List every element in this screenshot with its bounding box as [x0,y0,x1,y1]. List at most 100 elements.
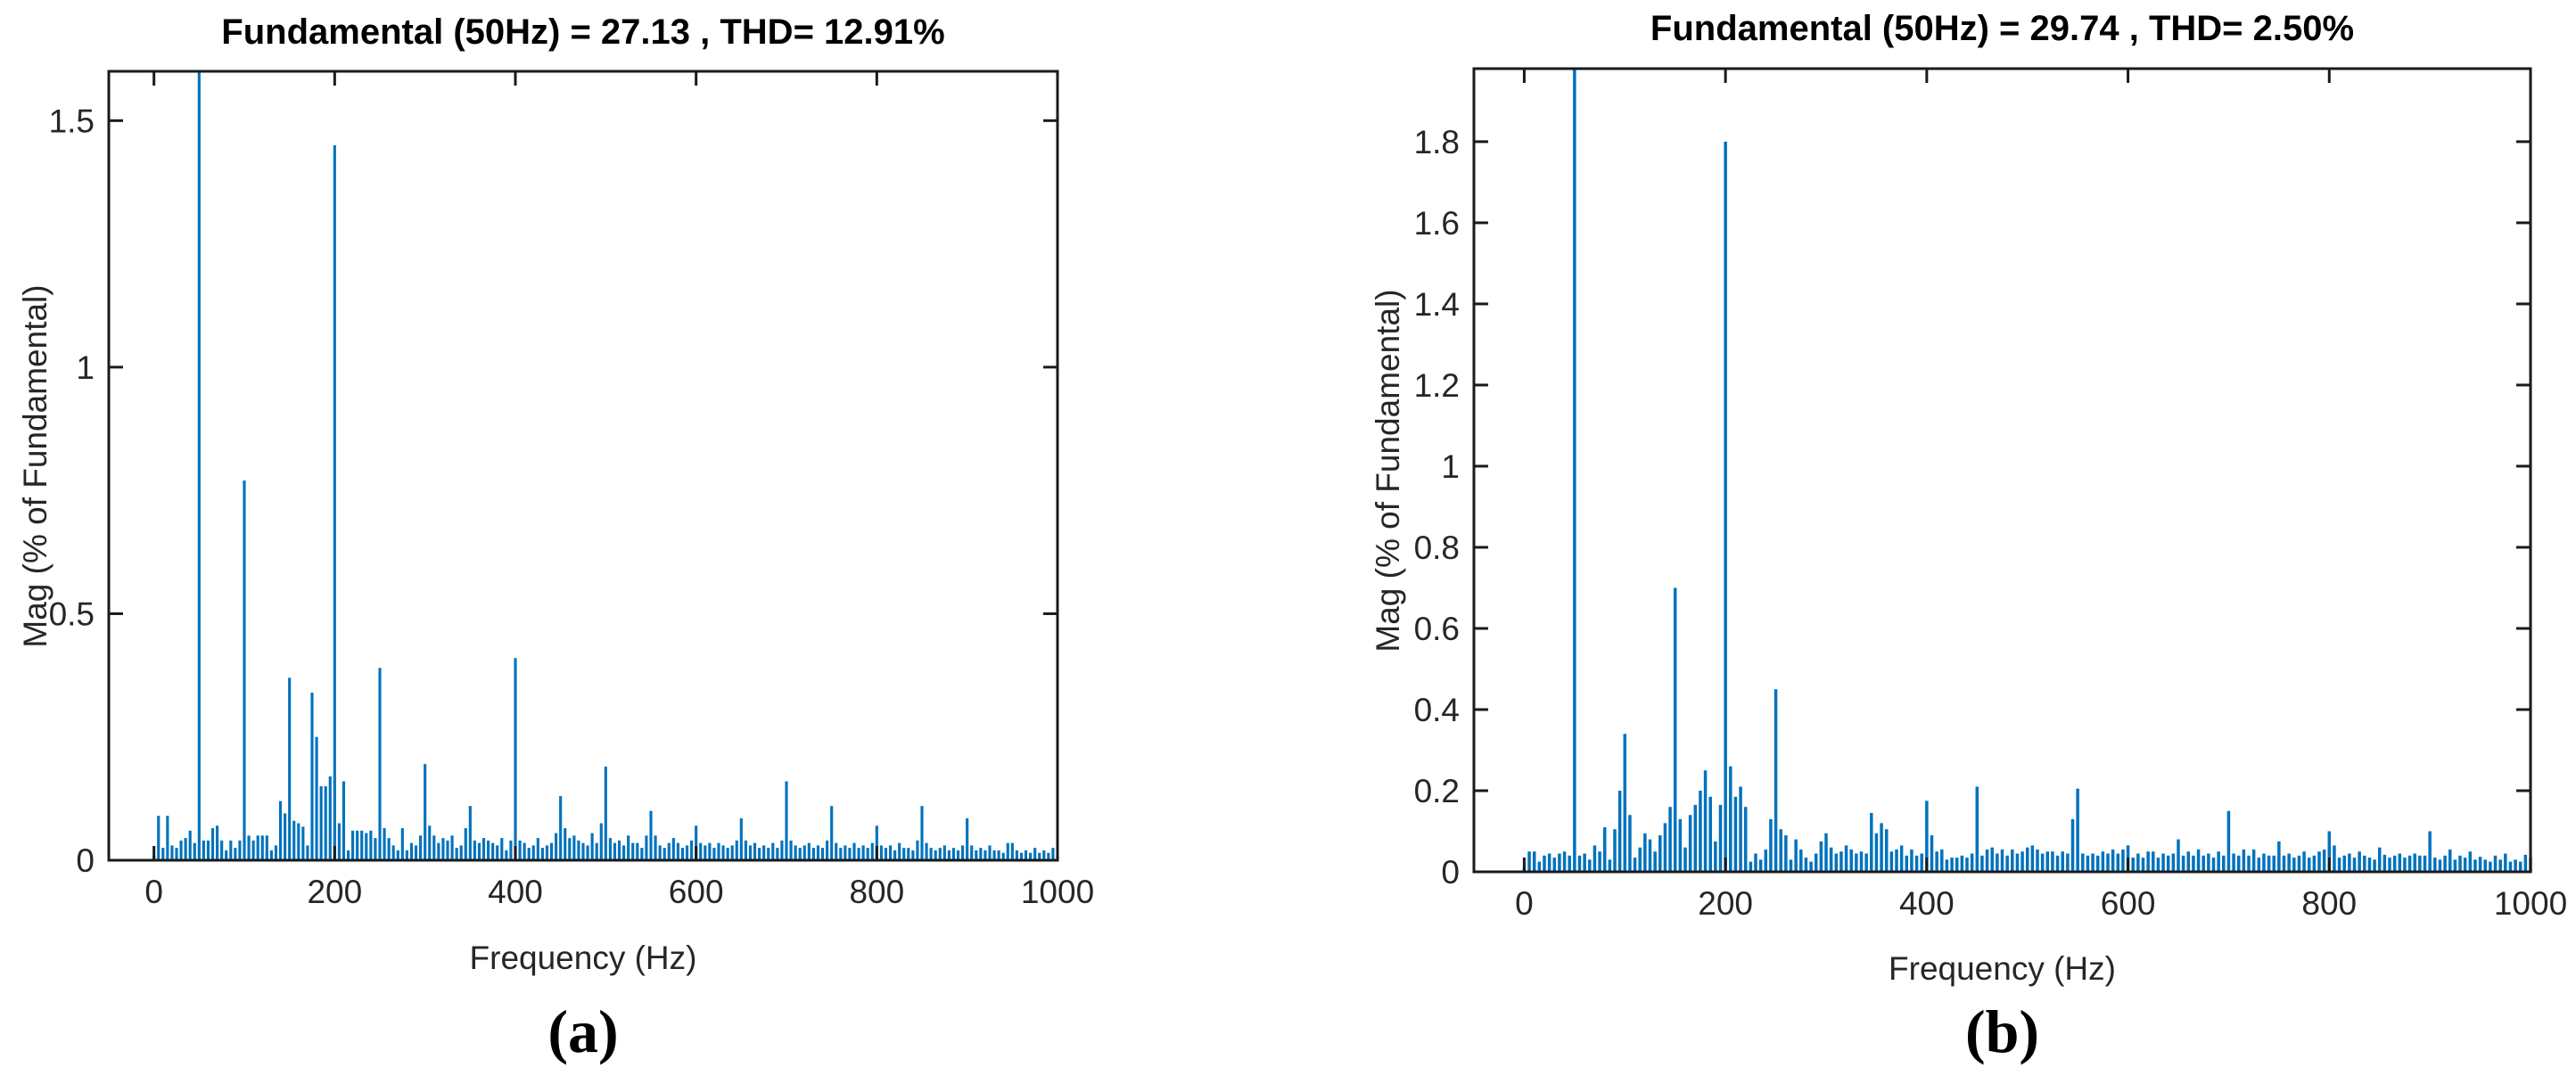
spectrum-bar [1789,859,1793,872]
y-tick-label: 1 [1441,448,1460,485]
spectrum-bar [365,833,368,860]
spectrum-bar [2433,858,2437,872]
spectrum-bar [1568,855,1571,872]
spectrum-bar [1547,853,1551,872]
spectrum-bar [2428,831,2432,872]
spectrum-bar [640,848,644,860]
spectrum-bar [622,845,626,860]
spectrum-bar [514,658,517,860]
spectrum-bar [568,838,572,860]
spectrum-bar [1663,823,1667,872]
spectrum-bar [400,828,404,860]
spectrum-bar [2161,853,2165,872]
x-tick-label: 200 [1698,885,1753,922]
spectrum-bar [2373,859,2376,872]
spectrum-bar [997,850,1000,860]
spectrum-bar [1754,853,1757,872]
spectrum-bar [1724,141,1727,872]
spectrum-bar [1608,859,1612,872]
spectrum-bar [636,842,639,860]
spectrum-bar [1859,851,1864,872]
spectrum-bar [2236,855,2241,872]
spectrum-bar [1658,835,1662,872]
spectrum-bar [979,848,983,860]
spectrum-bar [690,840,694,861]
spectrum-bar [1799,849,1803,872]
spectrum-bar [356,830,359,860]
spectrum-bar [328,776,332,860]
spectrum-bar [2101,851,2105,872]
spectrum-bar [2493,855,2498,872]
spectrum-bar [2514,859,2517,872]
spectrum-bar [898,842,901,860]
spectrum-bar [238,840,242,861]
x-tick-label: 600 [2101,885,2156,922]
spectrum-bar [2247,855,2251,872]
spectrum-bar [2453,859,2457,872]
spectrum-bar [2045,851,2050,872]
subfigure-a: 0 200 400 600 800 1000 0 0.5 1 1.5 Fundamental (5… [17,12,1094,1065]
spectrum-bar [767,848,770,860]
spectrum-bar [1935,851,1938,872]
spectrum-bar [170,845,174,860]
spectrum-bar [2282,855,2286,872]
spectrum-bar [1980,855,1984,872]
spectrum-bar [216,825,219,860]
spectrum-bar [888,845,893,860]
spectrum-bar [1970,853,1974,872]
y-tick-label: 0.8 [1414,530,1460,566]
spectrum-bar [2136,853,2140,872]
spectrum-bar [938,848,942,860]
spectrum-bar [1033,848,1037,860]
spectrum-bar [1638,847,1642,872]
spectrum-bar [2272,855,2276,872]
spectrum-bar [581,842,585,860]
spectrum-bar [1552,858,1557,872]
spectrum-bar [951,848,956,860]
spectrum-bar [564,828,567,860]
spectrum-bar [2352,858,2357,872]
spectrum-bar [654,835,657,860]
spectrum-bar [1537,861,1542,872]
spectrum-bar [2081,853,2085,872]
spectrum-bar [391,845,395,860]
spectrum-bar [1029,852,1033,860]
y-tick-label: 1.8 [1414,124,1460,160]
spectrum-bar [835,842,838,860]
spectrum-bar [1950,858,1954,872]
spectrum-bar [2267,855,2271,872]
spectrum-bar [2518,861,2523,872]
spectrum-bar [2177,839,2180,872]
x-tick-label: 1000 [2494,885,2567,922]
x-tick-label: 1000 [1021,874,1094,910]
spectrum-bar [956,850,960,860]
spectrum-bar [739,817,743,860]
spectrum-bar [1633,858,1637,872]
spectrum-bar [1593,845,1597,872]
spectrum-bar [487,840,490,861]
spectrum-bar [351,830,355,860]
spectrum-bar [785,781,788,860]
y-tick-label: 1.2 [1414,367,1460,404]
spectrum-bar [2377,847,2382,872]
spectrum-bar [523,842,526,860]
spectrum-bar [225,850,228,860]
spectrum-bar [844,845,847,860]
x-tick-label: 400 [488,874,543,910]
spectrum-bar [1588,859,1592,872]
spectrum-bar [2523,854,2528,872]
spectrum-bar [527,848,531,860]
spectrum-bar [744,840,747,861]
spectrum-bar [2217,851,2220,872]
spectrum-bar [1899,845,1904,872]
spectrum-bar [771,842,775,860]
spectrum-bar [2226,810,2231,872]
spectrum-bar [2070,818,2075,872]
spectrum-bar [315,736,318,860]
spectrum-bar [2030,845,2035,872]
spectrum-bar [2146,851,2150,872]
spectrum-bar [278,801,283,861]
spectrum-bar [2086,855,2090,872]
spectrum-bar [2106,853,2110,872]
spectrum-bar [2307,858,2311,872]
